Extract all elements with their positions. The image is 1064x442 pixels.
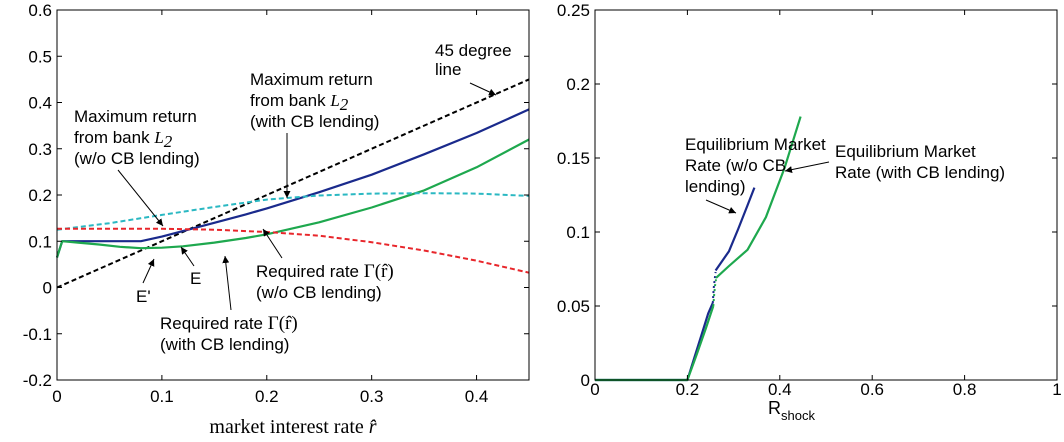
left-chart: 0 0.1 0.2 0.3 0.4 -0.2 -0.1 0 0.1 0.2 0.3 0.4 0.5 0.6… <box>23 1 530 438</box>
annotation-required-rate-cb-2: (with CB lending) <box>160 335 289 354</box>
annotation-required-rate-cb-1: Required rate Γ(r̂) <box>160 313 298 334</box>
annotation-eq-wo-2: Rate (w/o CB <box>685 156 786 175</box>
right-series-1-line <box>711 271 717 304</box>
right-x-tick-label: 0.6 <box>860 380 884 399</box>
left-y-tick-label: 0.1 <box>28 232 52 251</box>
left-series-3-line <box>56 192 530 231</box>
left-x-tick-label: 0.4 <box>465 387 489 406</box>
left-x-tick-label: 0.1 <box>150 387 174 406</box>
right-y-tick-label: 0.15 <box>557 149 590 168</box>
left-y-tick-label: 0.2 <box>28 186 52 205</box>
arrow-45-degree-line <box>469 82 497 96</box>
annotation-eq-wo-1: Equilibrium Market <box>685 135 826 154</box>
right-series-4-line <box>712 279 717 307</box>
left-y-tick-label: -0.2 <box>23 371 52 390</box>
left-tick-labels: 0 0.1 0.2 0.3 0.4 -0.2 -0.1 0 0.1 0.2 0.3 0.4 0.5 0.6 <box>23 1 489 406</box>
annotation-required-rate-wo-1: Required rate Γ(r̂) <box>256 261 394 282</box>
arrow-eq-cb <box>784 161 830 174</box>
annotation-max-return-wo-2: from bank L2 <box>74 128 173 151</box>
right-y-tick-label: 0.25 <box>557 1 590 20</box>
left-y-tick-label: 0.6 <box>28 1 52 20</box>
left-series-group <box>55 78 530 289</box>
point-eprime-label: E' <box>136 287 151 306</box>
annotation-eq-cb-2: Rate (with CB lending) <box>835 163 1005 182</box>
annotation-45-degree-line-1: 45 degree <box>435 41 512 60</box>
arrow-eq-wo <box>705 199 737 214</box>
annotation-max-return-wo-1: Maximum return <box>74 107 197 126</box>
left-x-tick-label: 0.2 <box>255 387 279 406</box>
left-ticks <box>56 9 529 381</box>
right-x-tick-label: 0.4 <box>768 380 792 399</box>
right-x-tick-label: 0.8 <box>953 380 977 399</box>
arrow-point-e <box>180 246 195 267</box>
right-plot-frame <box>594 9 1058 381</box>
left-y-tick-label: -0.1 <box>23 325 52 344</box>
left-series-1-line <box>55 108 530 258</box>
right-tick-labels: 0 0.2 0.4 0.6 0.8 1 0 0.05 0.1 0.15 0.2 0.25 <box>557 1 1062 399</box>
right-y-tick-label: 0.05 <box>557 297 590 316</box>
annotation-max-return-cb-1: Maximum return <box>250 70 373 89</box>
right-ticks <box>594 9 1058 381</box>
right-series-0-line <box>595 302 714 382</box>
right-x-axis-label: Rshock <box>768 398 815 423</box>
arrow-point-eprime <box>142 258 155 284</box>
left-series-4-line <box>57 227 530 274</box>
left-x-tick-label: 0.3 <box>360 387 384 406</box>
left-y-tick-label: 0.4 <box>28 94 52 113</box>
arrow-max-return-wo <box>117 169 164 227</box>
annotation-required-rate-wo-2: (w/o CB lending) <box>256 283 382 302</box>
left-series-0-line <box>56 78 530 289</box>
arrow-required-rate-cb <box>222 255 232 311</box>
right-chart: 0 0.2 0.4 0.6 0.8 1 0 0.05 0.1 0.15 0.2 0.25 Rshock… <box>557 1 1062 423</box>
annotation-max-return-wo-3: (w/o CB lending) <box>74 149 200 168</box>
right-x-tick-label: 0 <box>590 380 599 399</box>
arrow-required-rate-wo <box>262 228 283 259</box>
right-x-tick-label: 0.2 <box>676 380 700 399</box>
left-x-tick-label: 0 <box>52 387 61 406</box>
left-series-2-line <box>55 138 530 258</box>
right-series-5-line <box>715 116 802 279</box>
right-series-2-line <box>714 187 756 272</box>
right-x-tick-label: 1 <box>1052 380 1061 399</box>
point-e-label: E <box>190 269 201 288</box>
annotation-eq-wo-3: lending) <box>685 177 746 196</box>
right-y-tick-label: 0.1 <box>566 223 590 242</box>
annotation-max-return-cb-2: from bank L2 <box>250 91 349 114</box>
right-series-3-line <box>595 305 715 382</box>
annotation-45-degree-line-2: line <box>435 60 461 79</box>
right-y-tick-label: 0 <box>581 371 590 390</box>
left-y-tick-label: 0 <box>43 279 52 298</box>
right-y-tick-label: 0.2 <box>566 75 590 94</box>
annotation-max-return-cb-3: (with CB lending) <box>250 112 379 131</box>
annotation-eq-cb-1: Equilibrium Market <box>835 142 976 161</box>
left-x-axis-label: market interest rate r̂ <box>209 416 376 438</box>
left-y-tick-label: 0.3 <box>28 140 52 159</box>
left-y-tick-label: 0.5 <box>28 47 52 66</box>
